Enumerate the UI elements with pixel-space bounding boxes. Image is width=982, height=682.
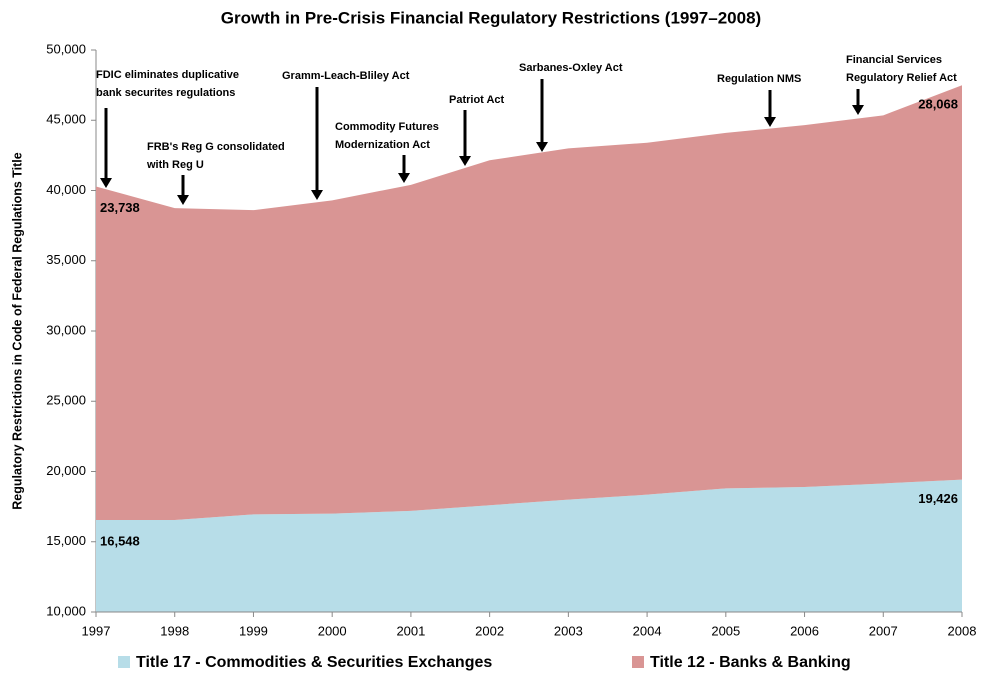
y-tick-label: 50,000: [46, 41, 86, 56]
annotation: Regulatory Relief Act: [846, 72, 957, 84]
annotation-arrowhead: [100, 178, 112, 188]
x-tick-label: 1997: [82, 623, 111, 638]
annotation-arrowhead: [311, 190, 323, 200]
data-label: 16,548: [100, 533, 140, 548]
y-tick-label: 10,000: [46, 603, 86, 618]
annotation-arrowhead: [398, 173, 410, 183]
y-tick-label: 25,000: [46, 393, 86, 408]
y-axis-label: Regulatory Restrictions in Code of Feder…: [10, 152, 24, 510]
data-label: 23,738: [100, 200, 140, 215]
legend-swatch: [632, 656, 644, 668]
area: [96, 85, 962, 521]
y-tick-label: 15,000: [46, 533, 86, 548]
x-tick-label: 2003: [554, 623, 583, 638]
x-tick-label: 2006: [790, 623, 819, 638]
annotation: Financial Services: [846, 54, 942, 66]
legend-swatch: [118, 656, 130, 668]
annotation: Patriot Act: [449, 94, 505, 106]
legend-label: Title 12 - Banks & Banking: [650, 654, 851, 671]
annotation-arrowhead: [536, 142, 548, 152]
annotation: FRB's Reg G consolidated: [147, 141, 285, 153]
y-tick-label: 30,000: [46, 322, 86, 337]
annotation: Sarbanes-Oxley Act: [519, 62, 623, 74]
annotation: FDIC eliminates duplicative: [96, 69, 239, 81]
x-tick-label: 2001: [396, 623, 425, 638]
x-tick-label: 1998: [160, 623, 189, 638]
x-tick-label: 1999: [239, 623, 268, 638]
annotation-arrowhead: [764, 117, 776, 127]
data-label: 19,426: [918, 491, 958, 506]
annotation: Modernization Act: [335, 139, 430, 151]
y-tick-label: 40,000: [46, 182, 86, 197]
annotation: Gramm-Leach-Bliley Act: [282, 70, 410, 82]
y-tick-label: 45,000: [46, 112, 86, 127]
annotation-arrowhead: [459, 156, 471, 166]
x-tick-label: 2004: [633, 623, 662, 638]
x-tick-label: 2008: [948, 623, 977, 638]
annotation-arrowhead: [177, 195, 189, 205]
data-label: 28,068: [918, 97, 958, 112]
annotation: with Reg U: [146, 159, 204, 171]
annotation: Commodity Futures: [335, 121, 439, 133]
annotation: Regulation NMS: [717, 73, 801, 85]
area: [96, 479, 962, 612]
annotation-arrowhead: [852, 105, 864, 115]
x-tick-label: 2002: [475, 623, 504, 638]
y-tick-label: 20,000: [46, 463, 86, 478]
chart-title: Growth in Pre-Crisis Financial Regulator…: [221, 8, 761, 27]
y-tick-label: 35,000: [46, 252, 86, 267]
x-tick-label: 2000: [318, 623, 347, 638]
annotation: bank securites regulations: [96, 87, 235, 99]
x-tick-label: 2007: [869, 623, 898, 638]
legend-label: Title 17 - Commodities & Securities Exch…: [136, 654, 492, 671]
x-tick-label: 2005: [711, 623, 740, 638]
